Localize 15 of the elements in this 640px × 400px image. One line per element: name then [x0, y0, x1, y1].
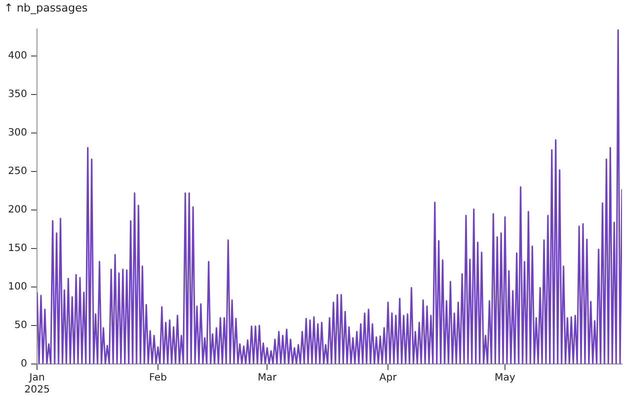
y-tick-label: 250 — [8, 166, 28, 178]
y-tick-label: 200 — [8, 204, 28, 216]
y-tick-label: 300 — [8, 128, 28, 139]
x-tick-label: May — [494, 372, 516, 384]
x-tick-label: Mar — [258, 372, 278, 384]
x-tick-label: Feb — [149, 372, 167, 384]
y-tick-label: 50 — [14, 320, 28, 332]
y-tick-label: 150 — [8, 243, 28, 254]
y-tick-label: 100 — [8, 282, 28, 293]
y-axis-title: ↑ nb_passages — [4, 1, 88, 14]
x-tick-label: Jan 2025 — [24, 372, 50, 396]
x-tick-label: Apr — [379, 372, 398, 384]
y-tick-label: 0 — [20, 358, 28, 370]
y-tick-label: 400 — [8, 50, 28, 62]
y-tick-label: 350 — [8, 89, 28, 100]
